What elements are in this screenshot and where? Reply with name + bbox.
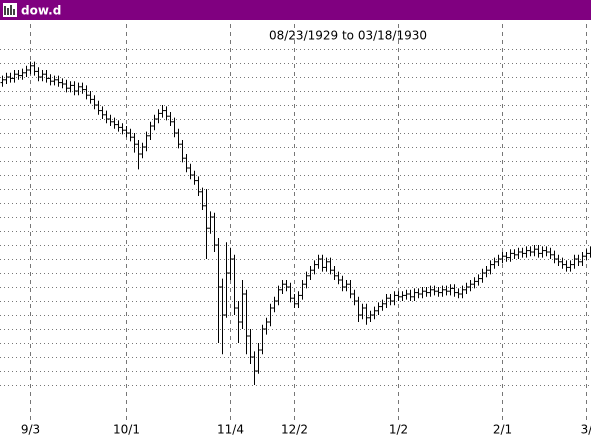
x-tick-label: 10/1 — [113, 423, 140, 437]
x-tick-label: 9/3 — [21, 423, 40, 437]
title-bar — [0, 0, 591, 20]
x-tick-label: 12/2 — [281, 423, 308, 437]
x-tick-label: 11/4 — [217, 423, 244, 437]
x-tick-label: 2/1 — [493, 423, 512, 437]
window-title: dow.d — [21, 4, 61, 18]
x-tick-label: 3/ — [581, 423, 591, 437]
chart-title: 08/23/1929 to 03/18/1930 — [269, 29, 427, 43]
window-icon — [3, 3, 17, 17]
x-tick-label: 1/2 — [389, 423, 408, 437]
